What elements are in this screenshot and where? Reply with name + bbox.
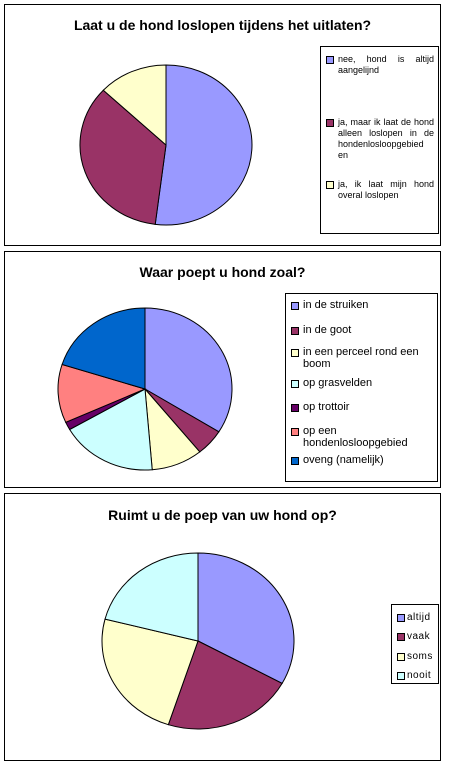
pie-slice <box>144 307 233 433</box>
chart-title: Ruimt u de poep van uw hond op? <box>108 507 337 523</box>
pie-chart <box>101 552 295 730</box>
pie-slice <box>104 552 199 642</box>
legend-swatch <box>291 380 299 388</box>
legend-swatch <box>291 404 299 412</box>
legend-label: ja, maar ik laat de hond alleen loslopen… <box>338 117 434 160</box>
legend-label: op een hondenlosloopgebied <box>303 425 408 449</box>
legend-swatch <box>397 653 405 661</box>
pie-slice <box>68 388 153 471</box>
chart-legend: in de struiken in de goot in een perceel r… <box>285 293 438 482</box>
pie-slice <box>167 640 283 730</box>
legend-swatch <box>291 349 299 357</box>
legend-swatch <box>326 119 334 127</box>
pie-slice <box>61 307 146 390</box>
pie-slice <box>197 552 295 685</box>
chart-panel-2: Waar poept u hond zoal? in de struiken in… <box>4 251 441 488</box>
legend-label: op grasvelden <box>303 377 373 389</box>
legend-label: oveng (namelijk) <box>303 454 384 466</box>
legend-swatch <box>326 56 334 64</box>
legend-label: op trottoir <box>303 401 350 413</box>
legend-swatch <box>326 181 334 189</box>
legend-swatch <box>291 327 299 335</box>
legend-label: in een perceel rond een boom <box>303 346 419 370</box>
chart-legend: altijd vaak soms nooit <box>391 604 439 684</box>
chart-title: Waar poept u hond zoal? <box>139 264 306 280</box>
chart-panel-3: Ruimt u de poep van uw hond op? altijd va… <box>4 493 441 761</box>
pie-slice <box>154 64 253 226</box>
pie-slice <box>79 89 167 225</box>
legend-swatch <box>291 428 299 436</box>
legend-label: ja, ik laat mijn hond overal loslopen <box>338 179 434 200</box>
legend-label: nooit <box>407 670 432 681</box>
legend-label: soms <box>407 651 433 662</box>
pie-slice <box>57 363 147 423</box>
pie-slice <box>101 618 199 726</box>
legend-swatch <box>291 457 299 465</box>
legend-label: nee, hond is altijd aangelijnd <box>338 54 434 75</box>
legend-swatch <box>291 302 299 310</box>
legend-swatch <box>397 614 405 622</box>
pie-slice <box>102 64 167 147</box>
chart-legend: nee, hond is altijd aangelijnd ja, maar i… <box>320 46 439 234</box>
legend-label: in de goot <box>303 324 352 336</box>
legend-swatch <box>397 633 405 641</box>
pie-chart <box>79 64 253 226</box>
legend-label: altijd <box>407 612 431 623</box>
chart-title: Laat u de hond loslopen tijdens het uitl… <box>73 17 372 33</box>
legend-label: in de struiken <box>303 299 369 311</box>
legend-swatch <box>397 672 405 680</box>
chart-panel-1: Laat u de hond loslopen tijdens het uitl… <box>4 4 441 246</box>
legend-label: vaak <box>407 631 431 642</box>
pie-chart <box>57 307 233 471</box>
